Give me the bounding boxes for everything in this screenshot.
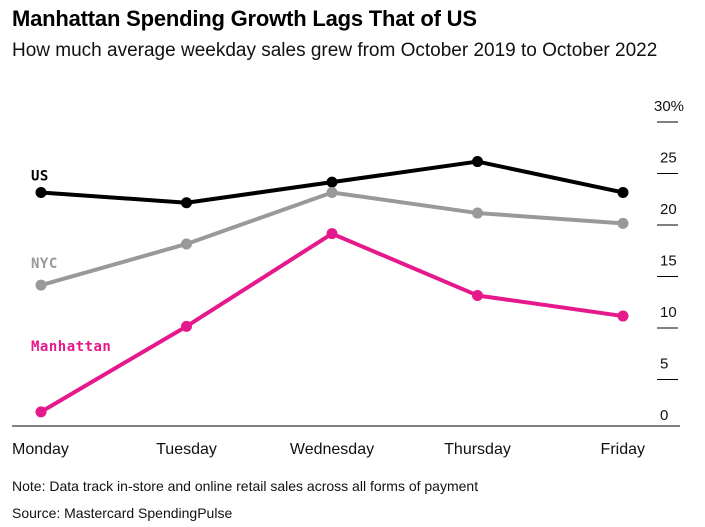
x-tick-label: Thursday bbox=[444, 441, 511, 458]
y-tick-label: 25 bbox=[660, 150, 677, 167]
data-point-us bbox=[617, 186, 629, 198]
y-tick-label: 15 bbox=[660, 253, 677, 270]
y-tick-label: 20 bbox=[660, 201, 677, 218]
data-point-manhattan bbox=[35, 406, 47, 418]
chart-note: Note: Data track in-store and online ret… bbox=[12, 478, 479, 494]
series-label-nyc: NYC bbox=[31, 256, 58, 272]
series-label-us: US bbox=[31, 168, 49, 184]
series-labels: US NYC Manhattan bbox=[31, 168, 111, 354]
data-point-nyc bbox=[472, 207, 483, 219]
data-point-us bbox=[181, 197, 192, 209]
chart-source: Source: Mastercard SpendingPulse bbox=[12, 505, 233, 521]
data-point-us bbox=[326, 176, 338, 188]
chart-title: Manhattan Spending Growth Lags That of U… bbox=[12, 6, 477, 31]
y-tick-label: 10 bbox=[660, 304, 677, 321]
series-lines bbox=[35, 156, 629, 418]
data-point-nyc bbox=[617, 217, 629, 229]
data-point-us bbox=[472, 156, 483, 168]
axes: 0 5 10 15 20 25 30% Monday Tuesday Wednesday Thurs… bbox=[12, 98, 684, 458]
chart-subtitle: How much average weekday sales grew from… bbox=[12, 40, 658, 61]
data-point-manhattan bbox=[181, 320, 192, 332]
x-tick-label: Monday bbox=[12, 441, 69, 458]
data-point-manhattan bbox=[472, 289, 483, 301]
data-point-manhattan bbox=[326, 228, 338, 240]
y-tick-label: 30% bbox=[654, 98, 684, 115]
x-tick-label: Tuesday bbox=[156, 441, 217, 458]
data-point-nyc bbox=[181, 238, 192, 250]
data-point-us bbox=[35, 186, 47, 198]
x-tick-label: Friday bbox=[601, 441, 645, 458]
y-tick-label: 0 bbox=[660, 407, 668, 424]
y-tick-label: 5 bbox=[660, 356, 668, 373]
data-point-nyc bbox=[326, 186, 338, 198]
data-point-nyc bbox=[35, 279, 47, 291]
series-label-manhattan: Manhattan bbox=[31, 339, 111, 355]
x-tick-label: Wednesday bbox=[290, 441, 374, 458]
data-point-manhattan bbox=[617, 310, 629, 322]
